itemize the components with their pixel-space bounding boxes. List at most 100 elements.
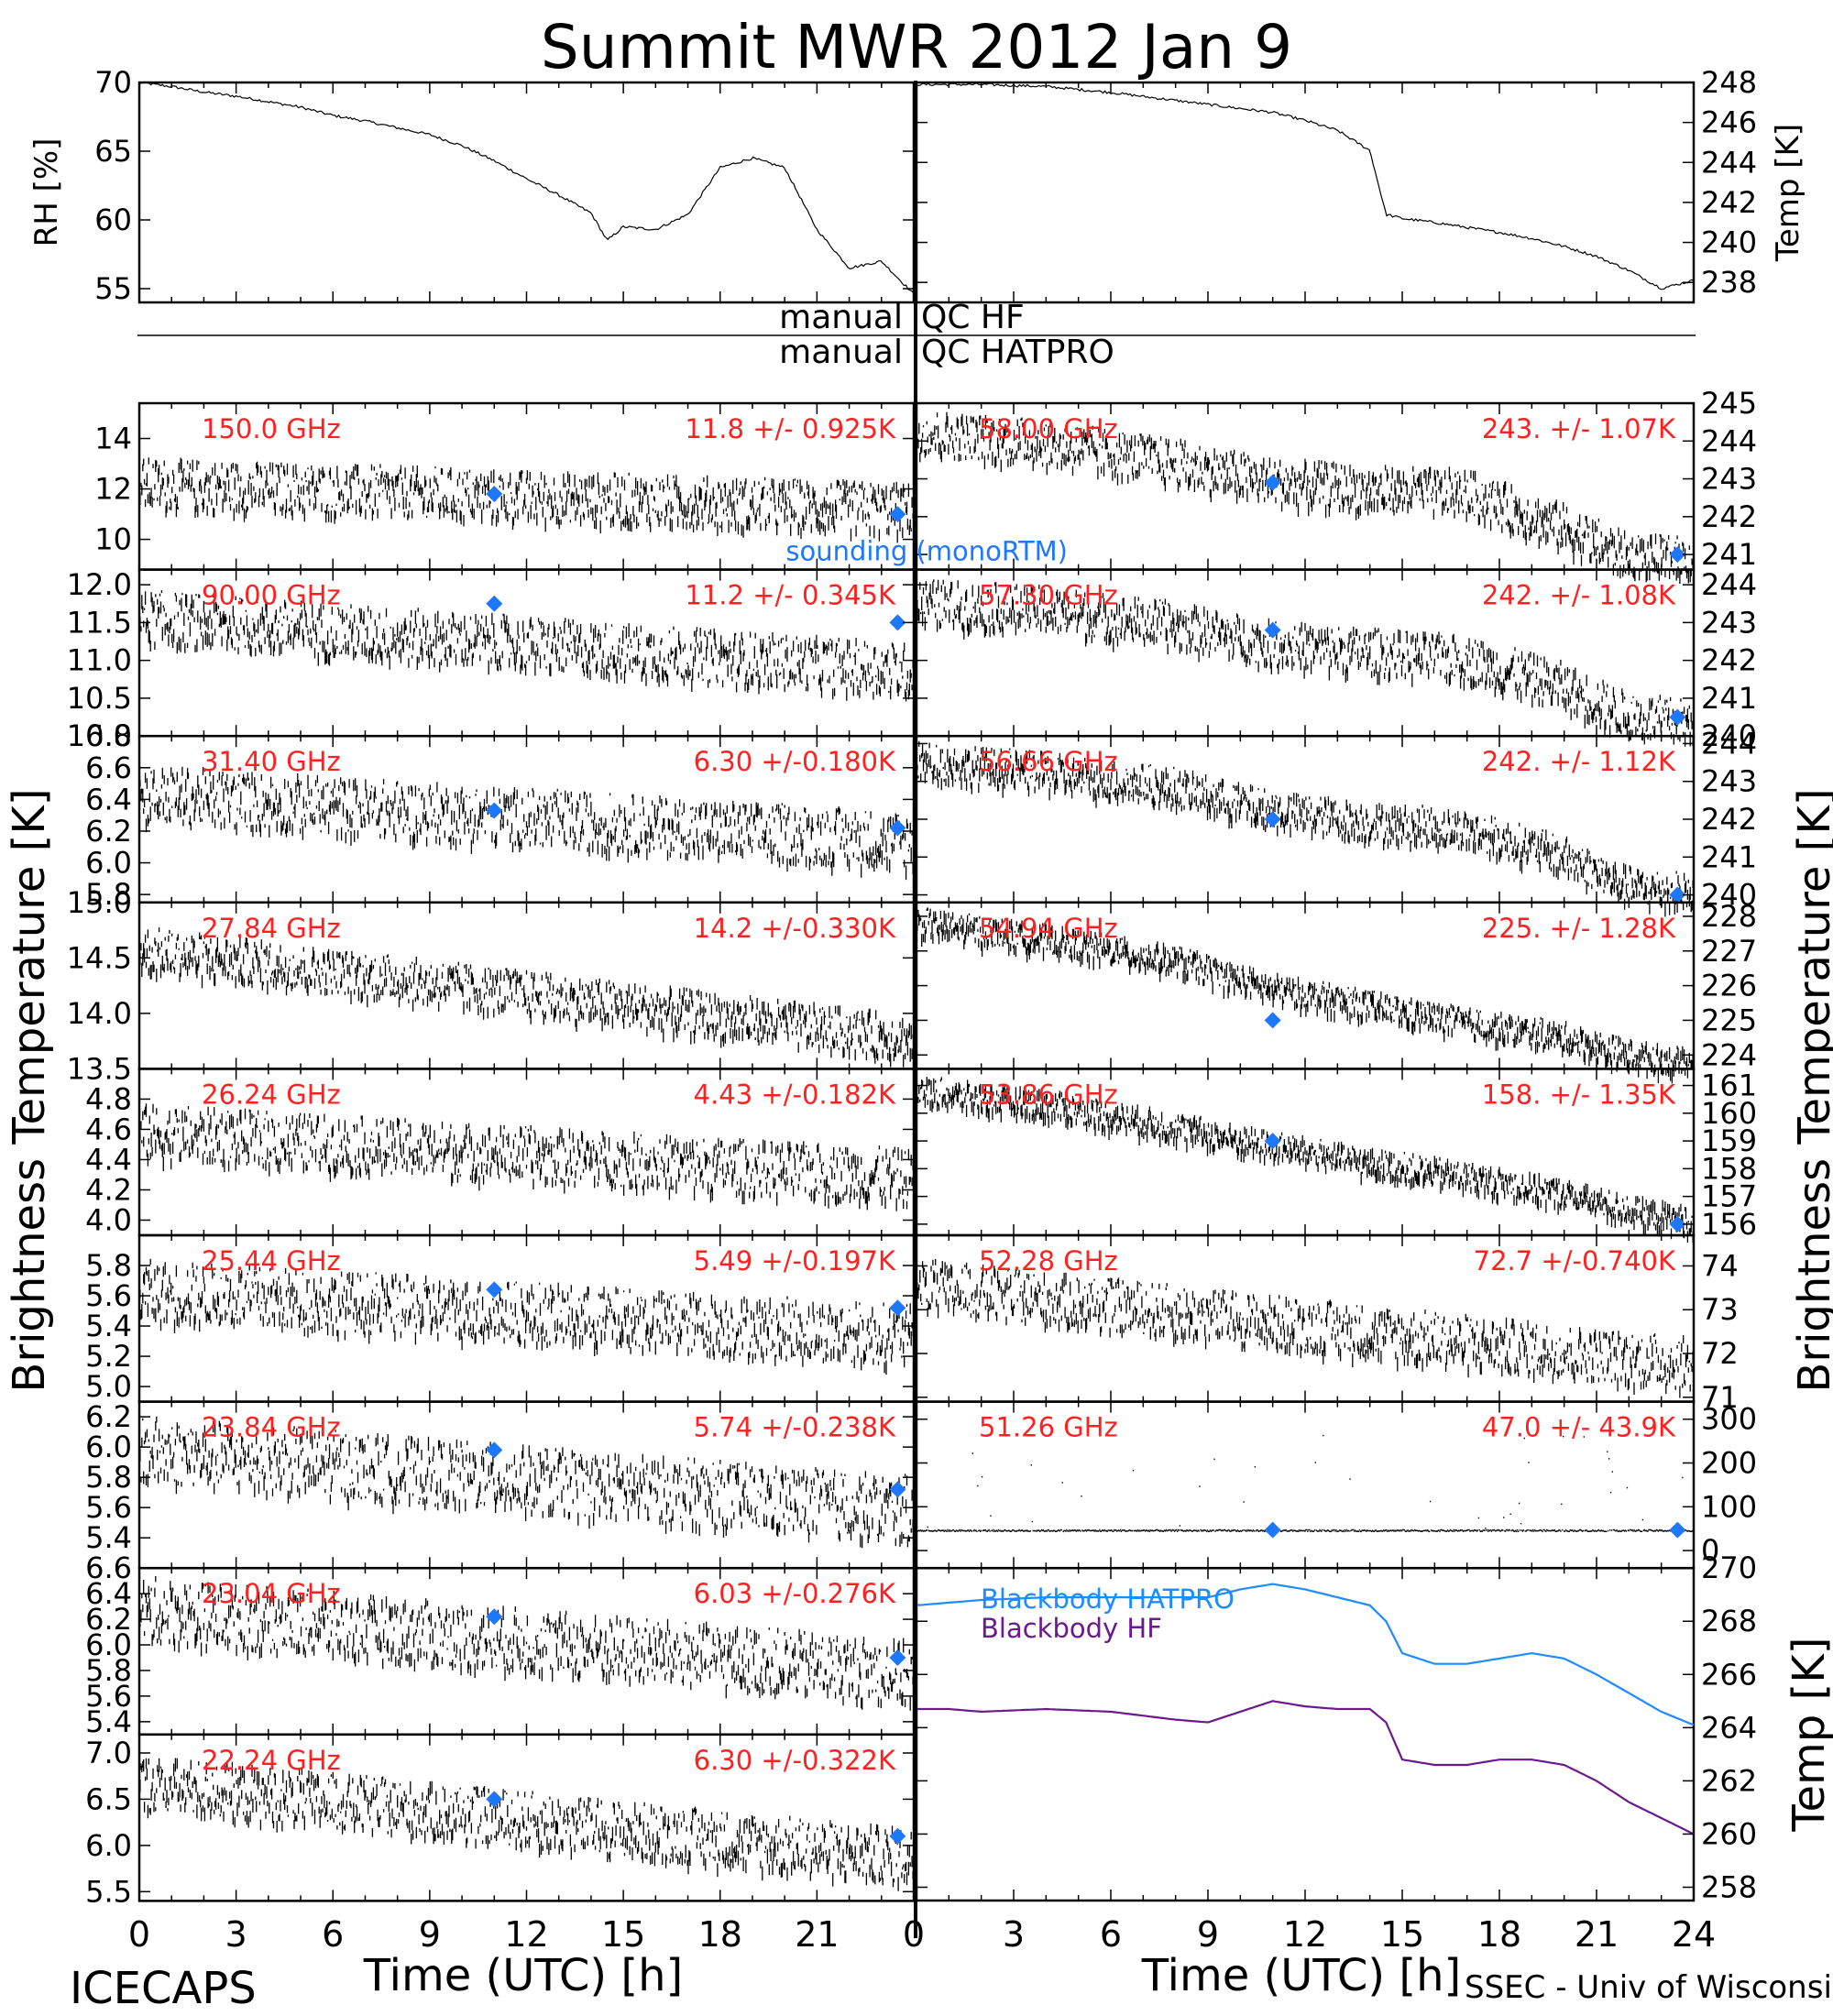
sounding-point-ch5666	[1264, 811, 1281, 827]
channel-label-ch278: 27.84 GHz	[202, 913, 341, 944]
ytick-label-ch222: 5.5	[85, 1874, 132, 1909]
ytick-label-ch90: 10.5	[67, 681, 132, 716]
legend-bb-hf: Blackbody HF	[981, 1613, 1162, 1644]
channel-label-ch5386: 53.86 GHz	[979, 1079, 1118, 1110]
qc-hf-left: manual	[779, 299, 903, 336]
xtick-label: 18	[1477, 1914, 1521, 1955]
sounding-point-ch90	[486, 595, 503, 612]
ytick-label-blackbody: 266	[1701, 1657, 1757, 1692]
ytick-label-ch262: 4.6	[85, 1112, 132, 1146]
ytick-label-rh: 60	[94, 203, 132, 237]
channel-label-ch31: 31.40 GHz	[202, 746, 341, 777]
ylabel-rh: RH [%]	[28, 138, 65, 247]
ytick-label-ch5386: 160	[1701, 1096, 1757, 1131]
ylabel-blackbody: Temp [K]	[1784, 1638, 1833, 1833]
series-scatter-ch238	[138, 1416, 914, 1549]
channel-stat-ch222: 6.30 +/-0.322K	[694, 1745, 896, 1776]
ytick-label-ch238: 6.0	[85, 1430, 132, 1464]
ytick-label-ch90: 10.0	[67, 718, 132, 753]
ytick-label-ch254: 5.0	[85, 1369, 132, 1404]
ytick-label-ch90: 11.5	[67, 605, 132, 640]
sounding-point-ch150	[486, 486, 503, 503]
xtick-label: 21	[795, 1914, 839, 1955]
ytick-label-ch57: 240	[1701, 718, 1757, 753]
ytick-label-ch230: 6.2	[85, 1602, 132, 1637]
ytick-label-blackbody: 264	[1701, 1710, 1757, 1745]
ytick-label-temp: 244	[1701, 145, 1757, 180]
xtick-label: 15	[601, 1914, 645, 1955]
xtick-label: 6	[1100, 1914, 1122, 1955]
channel-label-ch57: 57.30 GHz	[979, 580, 1118, 611]
xtick-label: 18	[698, 1914, 742, 1955]
ytick-label-ch5386: 161	[1701, 1068, 1757, 1103]
xtick-label: 6	[322, 1914, 344, 1955]
ytick-label-ch230: 6.4	[85, 1576, 132, 1611]
channel-stat-ch31: 6.30 +/-0.180K	[694, 746, 896, 777]
ytick-label-ch5126: 200	[1701, 1446, 1757, 1481]
sounding-point-ch5386	[1264, 1133, 1281, 1150]
ytick-label-ch262: 4.4	[85, 1142, 132, 1177]
ytick-label-ch262: 4.0	[85, 1202, 132, 1237]
channel-stat-ch254: 5.49 +/-0.197K	[694, 1245, 896, 1276]
channel-stat-ch5228: 72.7 +/-0.740K	[1474, 1245, 1676, 1276]
xtick-label: 3	[225, 1914, 247, 1955]
ytick-label-ch5228: 71	[1701, 1380, 1739, 1415]
ytick-label-ch5666: 244	[1701, 726, 1757, 761]
ytick-label-ch5666: 242	[1701, 802, 1757, 837]
ytick-label-ch150: 14	[94, 422, 132, 456]
ytick-label-ch230: 5.8	[85, 1653, 132, 1688]
legend-sounding: sounding (monoRTM)	[785, 536, 1068, 567]
ytick-label-ch230: 5.6	[85, 1679, 132, 1714]
ytick-label-ch230: 6.6	[85, 1550, 132, 1585]
xtick-label: 12	[504, 1914, 548, 1955]
sounding-point-ch90	[889, 614, 906, 631]
qc-hatpro-right: QC HATPRO	[921, 334, 1114, 371]
ytick-label-ch5484: 224	[1701, 1037, 1757, 1072]
panel-frame-temp	[915, 81, 1696, 304]
ytick-label-ch57: 243	[1701, 605, 1757, 640]
ytick-label-ch31: 6.6	[85, 751, 132, 785]
ytick-label-ch5126: 0	[1701, 1533, 1719, 1568]
ytick-label-ch262: 4.2	[85, 1172, 132, 1207]
ytick-label-ch58: 244	[1701, 423, 1757, 458]
channel-label-ch5126: 51.26 GHz	[979, 1412, 1118, 1443]
ytick-label-blackbody: 260	[1701, 1816, 1757, 1851]
sounding-point-ch57	[1669, 708, 1686, 726]
xtick-label: 9	[419, 1914, 441, 1955]
channel-label-ch58: 58.00 GHz	[979, 413, 1118, 444]
series-scatter-ch254	[138, 1258, 914, 1375]
channel-stat-ch238: 5.74 +/-0.238K	[694, 1412, 896, 1443]
ytick-label-ch150: 12	[94, 472, 132, 507]
ytick-label-ch5386: 159	[1701, 1123, 1757, 1158]
ytick-label-ch254: 5.2	[85, 1339, 132, 1374]
series-scatter-ch262	[138, 1103, 914, 1211]
ytick-label-ch5484: 225	[1701, 1003, 1757, 1037]
qc-hatpro-left: manual	[779, 334, 903, 371]
ytick-label-ch31: 5.8	[85, 877, 132, 912]
legend-bb-hatpro: Blackbody HATPRO	[981, 1583, 1235, 1615]
channel-stat-ch278: 14.2 +/-0.330K	[694, 913, 896, 944]
ytick-label-ch5386: 158	[1701, 1151, 1757, 1186]
ytick-label-blackbody: 270	[1701, 1550, 1757, 1585]
ytick-label-ch57: 242	[1701, 643, 1757, 678]
ytick-label-blackbody: 268	[1701, 1604, 1757, 1638]
sounding-point-ch222	[889, 1827, 906, 1845]
xtick-label: 21	[1575, 1914, 1619, 1955]
sounding-point-ch5666	[1669, 886, 1686, 904]
channel-stat-ch230: 6.03 +/-0.276K	[694, 1578, 896, 1609]
ytick-label-rh: 65	[94, 134, 132, 169]
series-scatter-ch5126	[916, 1434, 1694, 1533]
ytick-label-ch278: 15.0	[67, 885, 132, 920]
ytick-label-ch5484: 226	[1701, 969, 1757, 1003]
ytick-label-ch254: 5.4	[85, 1309, 132, 1343]
ytick-label-ch238: 5.8	[85, 1460, 132, 1495]
xtick-label: 3	[1003, 1914, 1025, 1955]
sounding-point-ch222	[486, 1791, 503, 1808]
ytick-label-ch222: 6.5	[85, 1781, 132, 1816]
channel-stat-ch57: 242. +/- 1.08K	[1482, 580, 1676, 611]
ylabel-right: Brightness Temperature [K]	[1789, 788, 1833, 1392]
sounding-point-ch254	[486, 1281, 503, 1298]
ytick-label-ch5228: 74	[1701, 1248, 1739, 1283]
xtick-label: 15	[1380, 1914, 1424, 1955]
